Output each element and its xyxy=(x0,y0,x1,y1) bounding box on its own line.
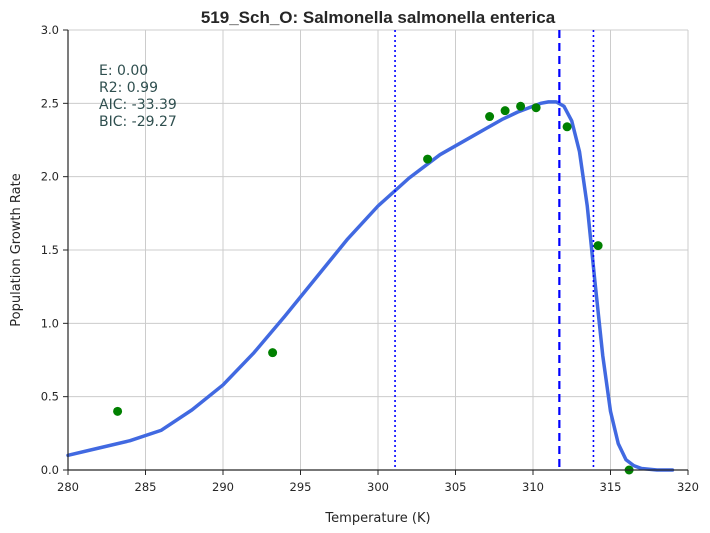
x-ticks: 280 285 290 295 300 305 310 315 320 xyxy=(57,470,699,494)
x-tick-label: 300 xyxy=(367,480,389,494)
data-point xyxy=(516,101,526,111)
data-point xyxy=(500,106,510,116)
data-point xyxy=(531,103,541,113)
data-point xyxy=(593,241,603,251)
x-tick-label: 285 xyxy=(135,480,157,494)
x-axis-label: Temperature (K) xyxy=(324,511,430,526)
data-point xyxy=(423,154,433,164)
x-tick-label: 295 xyxy=(290,480,312,494)
data-point xyxy=(562,122,572,132)
x-tick-label: 290 xyxy=(212,480,234,494)
y-tick-label: 1.5 xyxy=(41,243,59,257)
stat-aic: AIC: -33.39 xyxy=(99,97,177,113)
x-tick-label: 305 xyxy=(445,480,467,494)
y-tick-label: 1.0 xyxy=(41,316,59,330)
y-tick-label: 2.5 xyxy=(41,96,59,110)
chart-title: 519_Sch_O: Salmonella salmonella enteric… xyxy=(201,8,556,27)
fit-statistics: E: 0.00 R2: 0.99 AIC: -33.39 BIC: -29.27 xyxy=(99,63,177,130)
x-tick-label: 315 xyxy=(600,480,622,494)
y-tick-label: 0.5 xyxy=(41,390,59,404)
y-axis-label: Population Growth Rate xyxy=(9,173,24,326)
y-ticks: 0.0 0.5 1.0 1.5 2.0 2.5 3.0 xyxy=(41,23,68,477)
data-point xyxy=(113,406,123,416)
stat-e: E: 0.00 xyxy=(99,63,148,79)
fit-curve-line xyxy=(66,100,675,472)
data-point xyxy=(485,112,495,122)
grid-lines xyxy=(67,29,689,471)
x-tick-label: 280 xyxy=(57,480,79,494)
stat-bic: BIC: -29.27 xyxy=(99,114,177,130)
data-point xyxy=(268,348,278,358)
fit-layer xyxy=(66,100,675,472)
x-tick-label: 310 xyxy=(522,480,544,494)
stat-r2: R2: 0.99 xyxy=(99,80,158,96)
y-tick-label: 3.0 xyxy=(41,23,59,37)
vline-layer xyxy=(394,30,595,470)
y-tick-label: 2.0 xyxy=(41,170,59,184)
y-tick-label: 0.0 xyxy=(41,463,59,477)
x-tick-label: 320 xyxy=(677,480,699,494)
point-layer xyxy=(113,101,634,475)
